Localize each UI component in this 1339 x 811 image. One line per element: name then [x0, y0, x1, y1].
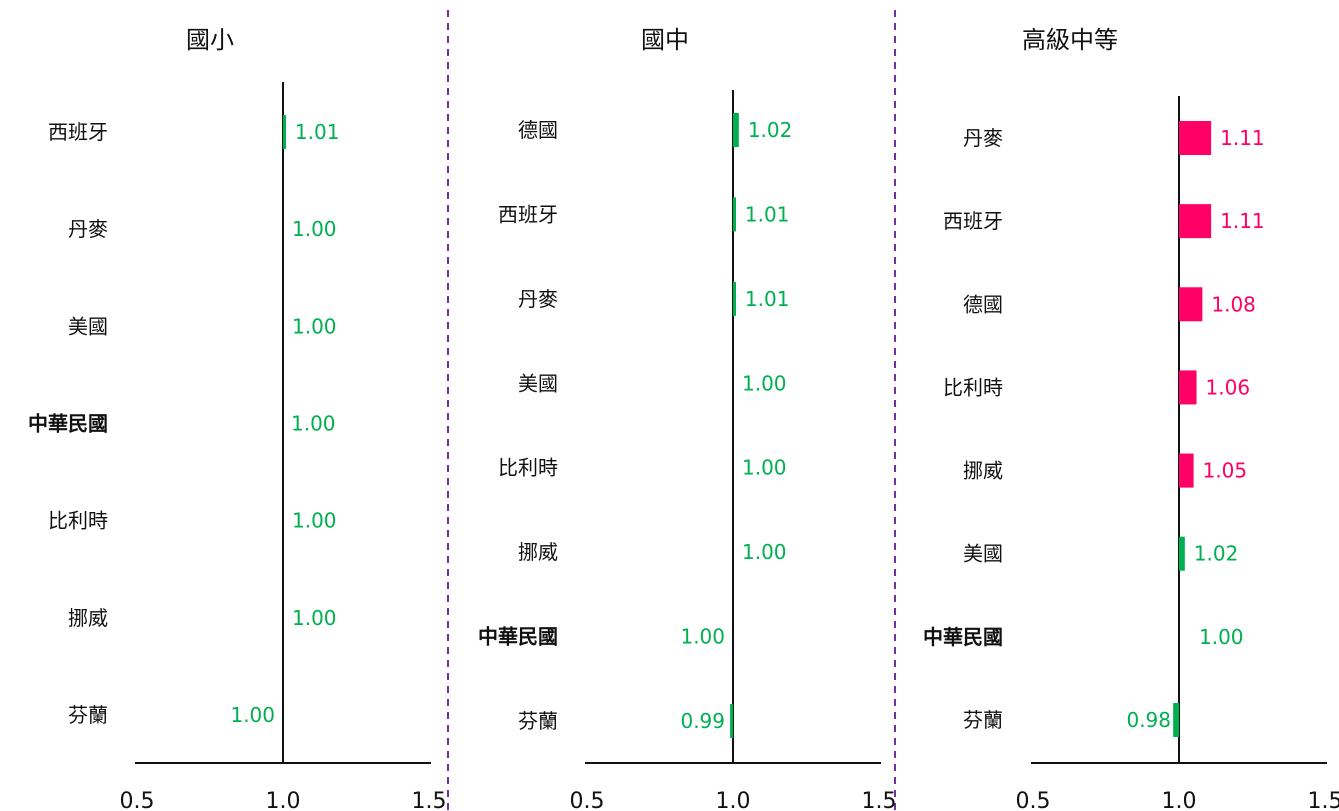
value-label: 1.00 — [742, 456, 787, 480]
category-label: 挪威 — [68, 606, 108, 630]
panel-title: 國小 — [186, 26, 234, 54]
value-label: 1.02 — [1194, 542, 1239, 566]
value-label: 1.06 — [1206, 375, 1251, 399]
category-label: 西班牙 — [943, 209, 1003, 233]
x-tick-label: 0.5 — [570, 789, 605, 811]
value-label: 1.00 — [742, 371, 787, 395]
value-label: 1.08 — [1211, 292, 1256, 316]
data-bar — [1179, 536, 1185, 571]
x-tick-label: 0.5 — [1016, 789, 1051, 811]
category-label: 芬蘭 — [68, 703, 108, 727]
data-bar — [730, 704, 734, 738]
data-bar — [733, 113, 739, 147]
value-label: 1.00 — [292, 217, 337, 241]
x-tick-label: 1.5 — [1308, 789, 1339, 811]
category-label: 美國 — [518, 371, 558, 395]
value-label: 1.00 — [291, 412, 336, 436]
category-label: 芬蘭 — [963, 708, 1003, 732]
category-label: 挪威 — [963, 459, 1003, 483]
category-label: 中華民國 — [478, 625, 558, 649]
x-tick-label: 1.0 — [266, 789, 301, 811]
value-label: 0.99 — [680, 709, 725, 733]
category-label: 丹麥 — [963, 126, 1003, 150]
value-label: 1.02 — [748, 118, 793, 142]
value-label: 1.11 — [1220, 126, 1265, 150]
category-label: 比利時 — [48, 509, 108, 533]
category-label: 中華民國 — [28, 412, 108, 436]
panel-title: 國中 — [641, 26, 689, 54]
category-label: 丹麥 — [68, 217, 108, 241]
data-bar — [733, 281, 736, 316]
data-bar — [1179, 453, 1194, 488]
x-tick-label: 1.0 — [716, 789, 751, 811]
value-label: 1.01 — [295, 120, 340, 144]
data-bar — [1179, 287, 1203, 322]
category-label: 美國 — [68, 314, 108, 338]
value-label: 1.00 — [292, 314, 337, 338]
value-label: 1.00 — [292, 606, 337, 630]
value-label: 1.00 — [292, 509, 337, 533]
category-label: 比利時 — [943, 375, 1003, 399]
value-label: 1.05 — [1203, 459, 1248, 483]
data-bar — [733, 197, 736, 232]
category-label: 比利時 — [498, 456, 558, 480]
data-bar — [1179, 121, 1212, 155]
panel-title: 高級中等 — [1022, 26, 1118, 54]
category-label: 丹麥 — [518, 287, 558, 311]
value-label: 1.00 — [1199, 625, 1244, 649]
category-label: 美國 — [963, 542, 1003, 566]
value-label: 1.00 — [680, 625, 725, 649]
category-label: 芬蘭 — [518, 709, 558, 733]
category-label: 西班牙 — [48, 120, 108, 144]
x-tick-label: 1.5 — [412, 789, 447, 811]
value-label: 1.00 — [230, 703, 275, 727]
data-bar — [1173, 703, 1179, 737]
x-tick-label: 1.0 — [1162, 789, 1197, 811]
value-label: 0.98 — [1126, 708, 1171, 732]
value-label: 1.11 — [1220, 209, 1265, 233]
category-label: 中華民國 — [923, 625, 1003, 649]
data-bar — [283, 115, 286, 149]
value-label: 1.00 — [742, 540, 787, 564]
data-bar — [1179, 204, 1212, 239]
category-label: 德國 — [518, 118, 558, 142]
x-tick-label: 1.5 — [862, 789, 897, 811]
value-label: 1.01 — [745, 202, 790, 226]
category-label: 德國 — [963, 292, 1003, 316]
data-bar — [1179, 370, 1197, 405]
category-label: 西班牙 — [498, 202, 558, 226]
x-tick-label: 0.5 — [120, 789, 155, 811]
category-label: 挪威 — [518, 540, 558, 564]
value-label: 1.01 — [745, 287, 790, 311]
